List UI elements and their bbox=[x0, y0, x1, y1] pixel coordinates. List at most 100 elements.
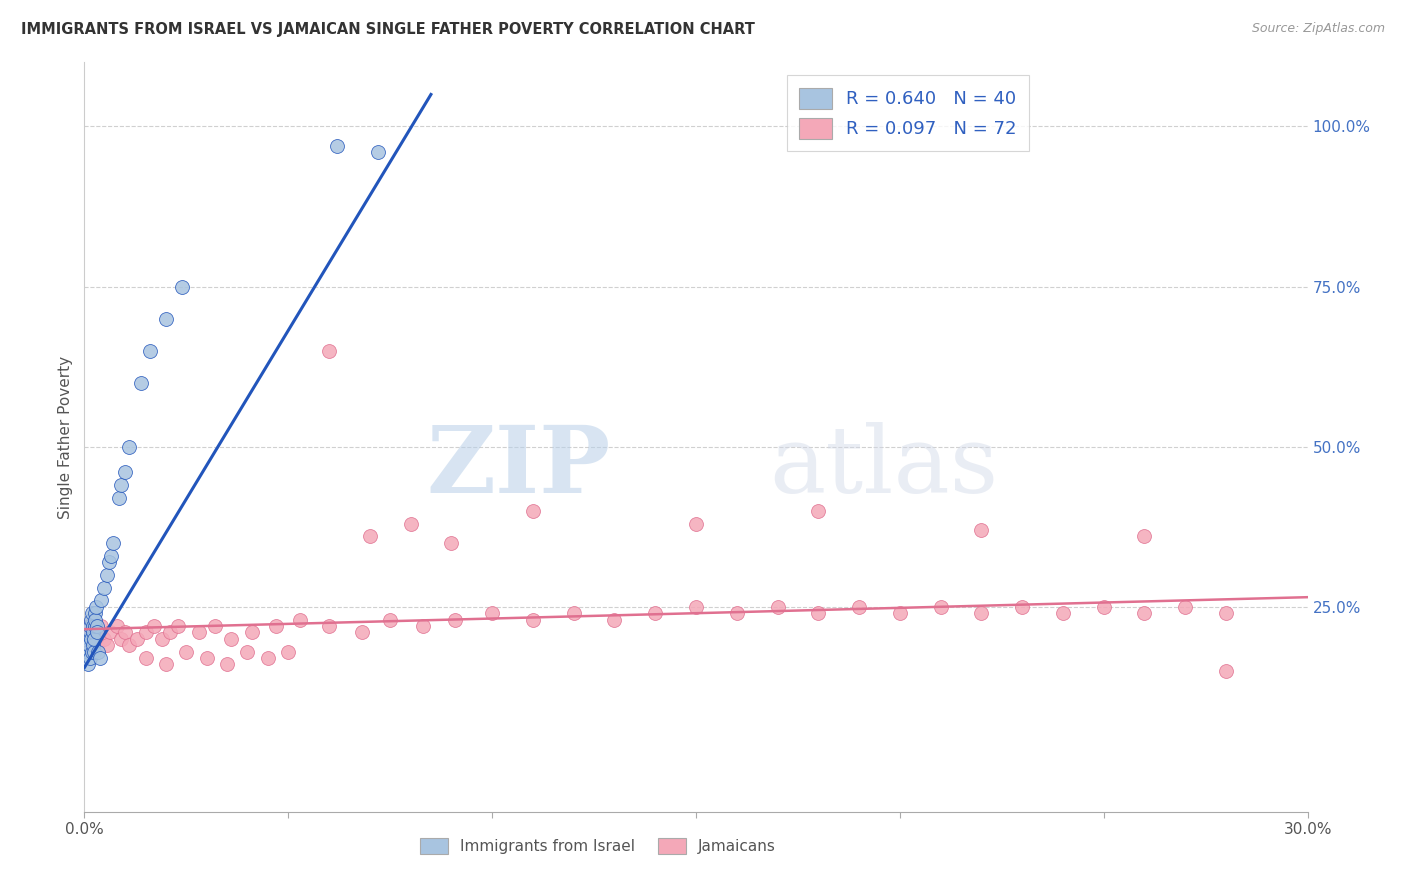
Point bbox=[79, 619, 101, 633]
Text: atlas: atlas bbox=[769, 422, 998, 512]
Point bbox=[131, 376, 153, 390]
Point bbox=[155, 657, 177, 672]
Point bbox=[685, 599, 707, 614]
Point bbox=[76, 645, 98, 659]
Point bbox=[77, 638, 100, 652]
Point bbox=[174, 645, 197, 659]
Point bbox=[82, 619, 104, 633]
Point bbox=[77, 632, 100, 646]
Point bbox=[380, 613, 402, 627]
Point bbox=[118, 638, 141, 652]
Point bbox=[100, 549, 122, 563]
Point bbox=[848, 599, 870, 614]
Point bbox=[86, 638, 108, 652]
Point bbox=[93, 632, 115, 646]
Point bbox=[444, 613, 467, 627]
Point bbox=[807, 504, 830, 518]
Point bbox=[257, 651, 280, 665]
Point bbox=[83, 625, 105, 640]
Point bbox=[399, 516, 422, 531]
Point bbox=[84, 613, 107, 627]
Point bbox=[195, 651, 218, 665]
Point bbox=[603, 613, 626, 627]
Point bbox=[725, 606, 748, 620]
Point bbox=[217, 657, 239, 672]
Point bbox=[277, 645, 299, 659]
Point bbox=[135, 625, 157, 640]
Point bbox=[522, 613, 544, 627]
Point bbox=[264, 619, 287, 633]
Point bbox=[90, 619, 112, 633]
Point bbox=[135, 651, 157, 665]
Point bbox=[167, 619, 190, 633]
Point bbox=[318, 343, 340, 358]
Text: ZIP: ZIP bbox=[426, 422, 610, 512]
Point bbox=[187, 625, 209, 640]
Point bbox=[1092, 599, 1115, 614]
Point bbox=[84, 632, 107, 646]
Text: Source: ZipAtlas.com: Source: ZipAtlas.com bbox=[1251, 22, 1385, 36]
Point bbox=[481, 606, 503, 620]
Point bbox=[118, 440, 141, 454]
Point bbox=[82, 625, 104, 640]
Point bbox=[84, 619, 107, 633]
Point bbox=[83, 645, 105, 659]
Point bbox=[138, 343, 160, 358]
Point bbox=[110, 478, 132, 492]
Point bbox=[100, 625, 122, 640]
Point bbox=[80, 645, 103, 659]
Point bbox=[96, 638, 118, 652]
Point bbox=[79, 625, 101, 640]
Point bbox=[172, 279, 194, 293]
Point bbox=[110, 632, 132, 646]
Point bbox=[82, 619, 104, 633]
Point bbox=[83, 632, 105, 646]
Text: IMMIGRANTS FROM ISRAEL VS JAMAICAN SINGLE FATHER POVERTY CORRELATION CHART: IMMIGRANTS FROM ISRAEL VS JAMAICAN SINGL… bbox=[21, 22, 755, 37]
Point bbox=[127, 632, 149, 646]
Point bbox=[970, 523, 993, 537]
Point bbox=[1174, 599, 1197, 614]
Point bbox=[155, 311, 177, 326]
Y-axis label: Single Father Poverty: Single Father Poverty bbox=[58, 356, 73, 518]
Point bbox=[87, 645, 110, 659]
Point bbox=[84, 599, 107, 614]
Point bbox=[685, 516, 707, 531]
Point bbox=[83, 606, 105, 620]
Point bbox=[96, 567, 118, 582]
Point bbox=[1133, 529, 1156, 543]
Point bbox=[359, 529, 381, 543]
Point bbox=[79, 638, 101, 652]
Point bbox=[367, 145, 389, 160]
Point bbox=[86, 619, 108, 633]
Point bbox=[1011, 599, 1033, 614]
Point bbox=[1215, 606, 1237, 620]
Point bbox=[114, 625, 136, 640]
Point bbox=[807, 606, 830, 620]
Point bbox=[1215, 664, 1237, 678]
Point bbox=[522, 504, 544, 518]
Point bbox=[240, 625, 263, 640]
Point bbox=[101, 535, 124, 549]
Point bbox=[80, 645, 103, 659]
Point bbox=[644, 606, 666, 620]
Point bbox=[82, 632, 104, 646]
Point bbox=[89, 651, 111, 665]
Point bbox=[105, 619, 128, 633]
Point bbox=[80, 625, 103, 640]
Point bbox=[150, 632, 173, 646]
Point bbox=[142, 619, 165, 633]
Point bbox=[1133, 606, 1156, 620]
Point bbox=[77, 657, 100, 672]
Point bbox=[77, 619, 100, 633]
Point bbox=[82, 606, 104, 620]
Point bbox=[93, 581, 115, 595]
Point bbox=[970, 606, 993, 620]
Point bbox=[326, 138, 349, 153]
Point bbox=[219, 632, 242, 646]
Point bbox=[77, 632, 100, 646]
Point bbox=[108, 491, 131, 505]
Point bbox=[440, 535, 463, 549]
Point bbox=[86, 625, 108, 640]
Point bbox=[412, 619, 434, 633]
Point bbox=[204, 619, 226, 633]
